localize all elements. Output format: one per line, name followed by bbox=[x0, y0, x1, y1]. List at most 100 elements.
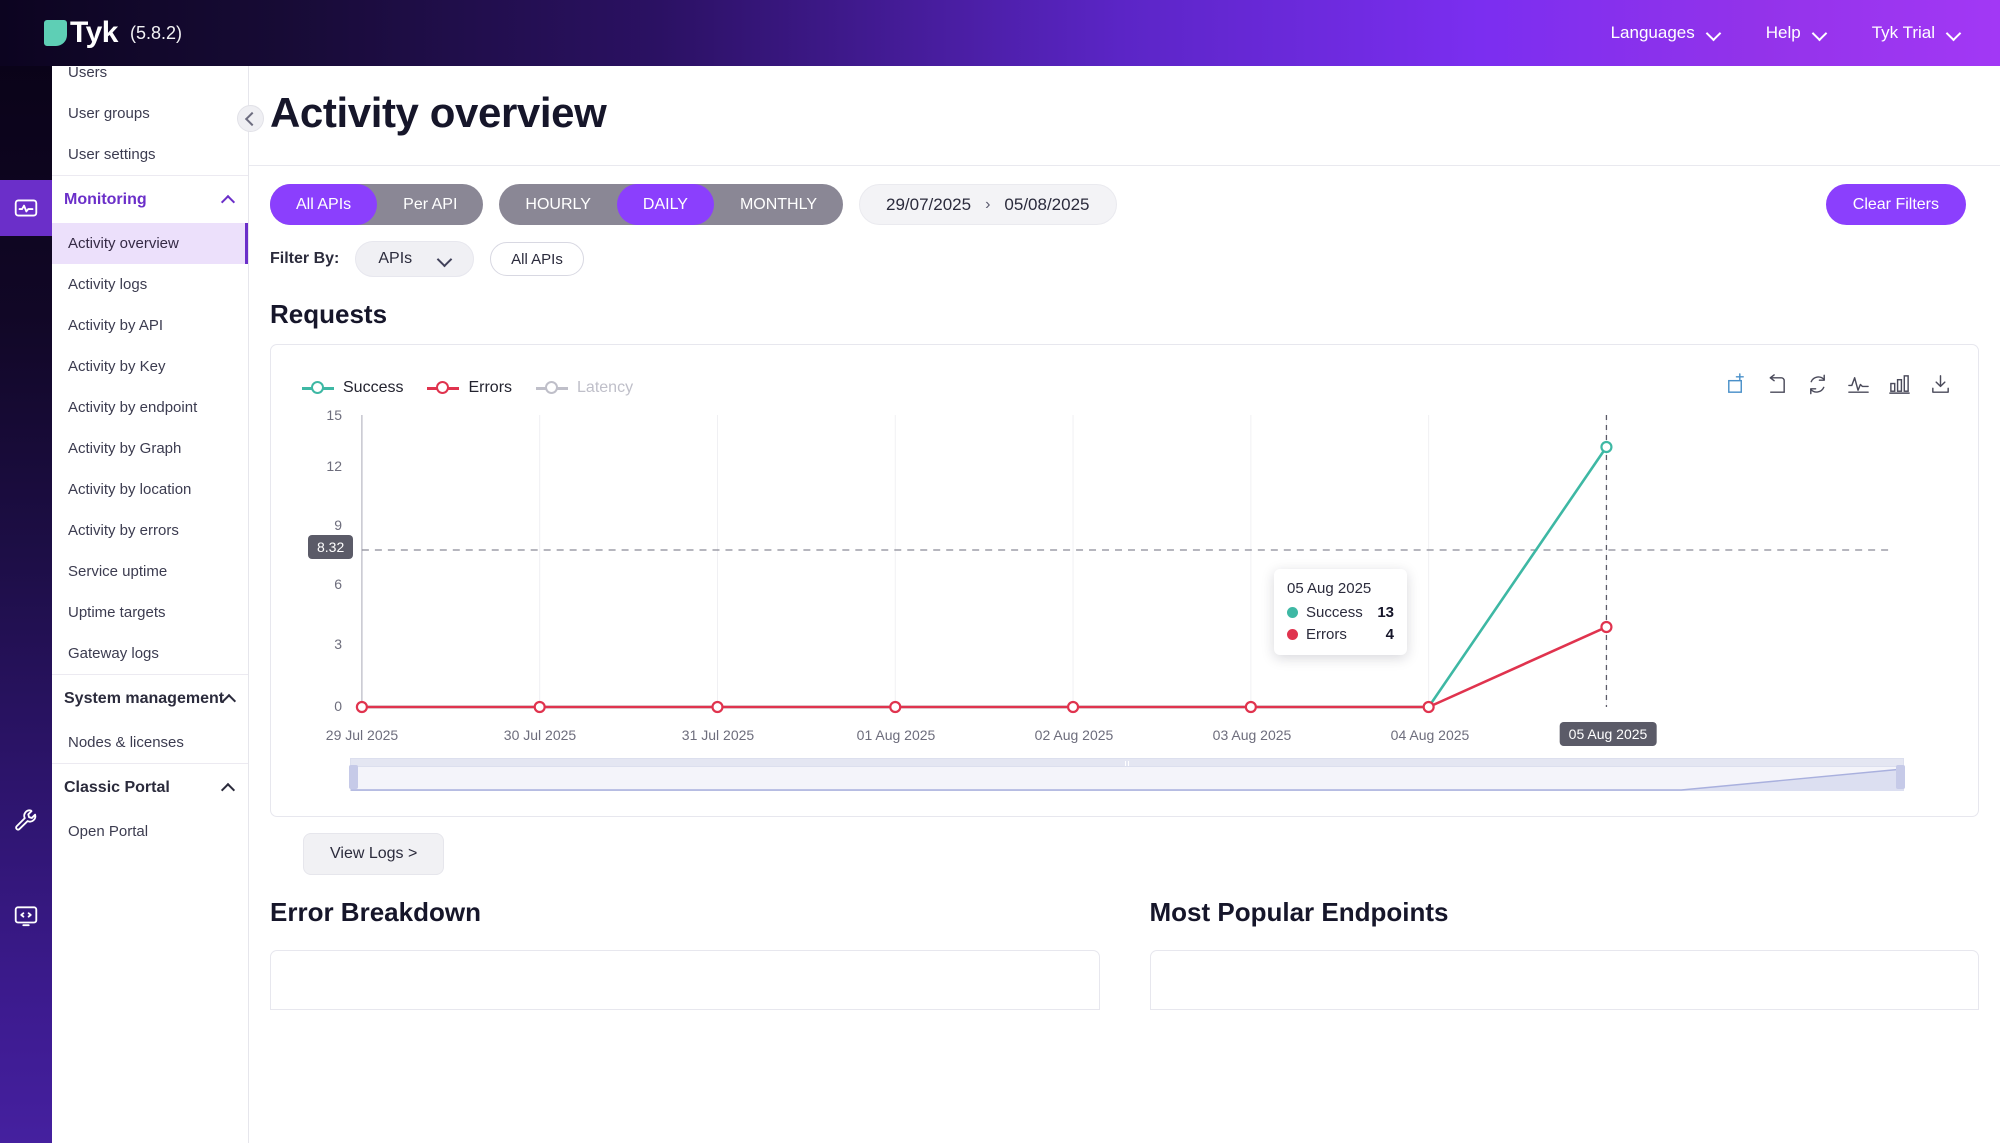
date-range-separator-icon: › bbox=[985, 195, 991, 213]
sidebar-item-label: Activity by errors bbox=[68, 522, 179, 539]
legend-label: Success bbox=[343, 379, 404, 396]
error-breakdown-card bbox=[270, 950, 1100, 1010]
sidebar-item-activity-logs[interactable]: Activity logs bbox=[52, 264, 248, 305]
tooltip-series-value: 13 bbox=[1377, 604, 1394, 621]
sidebar-group-label: Classic Portal bbox=[64, 778, 170, 796]
x-tick-label: 30 Jul 2025 bbox=[503, 727, 577, 743]
bottom-panels-row: Error Breakdown Most Popular Endpoints bbox=[249, 897, 2000, 1010]
sidebar-item-label: User groups bbox=[68, 105, 150, 122]
y-axis-labels: 15 12 9 6 3 0 bbox=[271, 407, 356, 747]
sidebar-item-gateway-logs[interactable]: Gateway logs bbox=[52, 633, 248, 674]
date-range-picker[interactable]: 29/07/2025 › 05/08/2025 bbox=[859, 184, 1117, 225]
requests-line-chart[interactable] bbox=[271, 407, 1978, 747]
zoom-area-select-icon[interactable] bbox=[1724, 373, 1747, 396]
sidebar-item-label: Activity by API bbox=[68, 317, 164, 334]
main-content: Activity overview All APIs Per API HOURL… bbox=[249, 52, 2000, 1143]
x-tick-label: 03 Aug 2025 bbox=[1212, 727, 1292, 743]
sidebar-item-nodes-licenses[interactable]: Nodes & licenses bbox=[52, 722, 248, 763]
datazoom-preview bbox=[350, 767, 1904, 791]
topnav-languages-label: Languages bbox=[1610, 23, 1695, 42]
topnav-languages[interactable]: Languages bbox=[1611, 23, 1720, 43]
bar-chart-icon[interactable] bbox=[1888, 373, 1911, 396]
series-points-success bbox=[1600, 440, 1613, 454]
chart-legend: Success Errors Latency bbox=[302, 379, 633, 397]
rail-item-monitoring[interactable] bbox=[0, 180, 52, 236]
sidebar-group-system-management[interactable]: System management bbox=[52, 674, 248, 722]
rail-item-system-management[interactable] bbox=[0, 792, 52, 848]
datazoom-right-handle[interactable] bbox=[1896, 765, 1905, 789]
tooltip-row: Errors 4 bbox=[1287, 626, 1394, 643]
y-tick-label: 0 bbox=[334, 698, 342, 714]
sidebar-item-activity-by-key[interactable]: Activity by Key bbox=[52, 346, 248, 387]
sidebar-item-activity-by-graph[interactable]: Activity by Graph bbox=[52, 428, 248, 469]
sidebar-item-label: Activity by endpoint bbox=[68, 399, 198, 416]
filters-toolbar: All APIs Per API HOURLY DAILY MONTHLY 29… bbox=[249, 166, 2000, 225]
scope-toggle-per-api[interactable]: Per API bbox=[403, 195, 458, 213]
sidebar-item-users[interactable]: Users bbox=[52, 52, 248, 93]
legend-item-errors[interactable]: Errors bbox=[427, 379, 512, 397]
error-breakdown-panel: Error Breakdown bbox=[249, 897, 1121, 1010]
sidebar-item-user-groups[interactable]: User groups bbox=[52, 93, 248, 134]
scope-toggle-group: All APIs Per API bbox=[270, 184, 484, 225]
topnav-help[interactable]: Help bbox=[1766, 23, 1826, 43]
sidebar-collapse-button[interactable] bbox=[237, 105, 264, 132]
top-nav: Languages Help Tyk Trial bbox=[1565, 23, 1960, 43]
sidebar-item-uptime-targets[interactable]: Uptime targets bbox=[52, 592, 248, 633]
download-icon[interactable] bbox=[1929, 373, 1952, 396]
topnav-tyk-trial[interactable]: Tyk Trial bbox=[1872, 23, 1960, 43]
sidebar-group-label: System management bbox=[64, 689, 225, 707]
granularity-toggle-monthly[interactable]: MONTHLY bbox=[739, 195, 817, 213]
sidebar-item-activity-by-endpoint[interactable]: Activity by endpoint bbox=[52, 387, 248, 428]
view-logs-button[interactable]: View Logs > bbox=[303, 833, 445, 875]
sidebar-item-activity-overview[interactable]: Activity overview bbox=[52, 223, 248, 264]
sidebar-item-service-uptime[interactable]: Service uptime bbox=[52, 551, 248, 592]
date-range-to: 05/08/2025 bbox=[1004, 194, 1090, 214]
icon-rail bbox=[0, 52, 52, 1143]
datazoom-drag-handle-icon[interactable] bbox=[1125, 761, 1129, 766]
legend-item-latency[interactable]: Latency bbox=[536, 379, 633, 397]
sidebar-item-label: Activity by location bbox=[68, 481, 192, 498]
sidebar-item-open-portal[interactable]: Open Portal bbox=[52, 811, 248, 852]
popular-endpoints-card bbox=[1149, 950, 1979, 1010]
filter-chip-all-apis[interactable]: All APIs bbox=[490, 242, 584, 276]
chevron-up-icon bbox=[223, 782, 234, 793]
legend-marker-icon bbox=[302, 381, 334, 395]
refresh-icon[interactable] bbox=[1806, 373, 1829, 396]
clear-filters-button[interactable]: Clear Filters bbox=[1825, 184, 1966, 225]
tyk-logo-icon bbox=[44, 20, 67, 46]
requests-chart-card: Success Errors Latency bbox=[270, 344, 1979, 817]
chart-datazoom-slider[interactable] bbox=[349, 758, 1905, 791]
x-axis-labels: 29 Jul 2025 30 Jul 2025 31 Jul 2025 01 A… bbox=[271, 722, 1978, 749]
popular-endpoints-heading: Most Popular Endpoints bbox=[1149, 897, 1449, 927]
sidebar-item-label: User settings bbox=[68, 146, 156, 163]
sidebar-item-activity-by-api[interactable]: Activity by API bbox=[52, 305, 248, 346]
chevron-up-icon bbox=[224, 693, 234, 704]
sidebar-group-classic-portal[interactable]: Classic Portal bbox=[52, 763, 248, 811]
granularity-toggle-daily[interactable]: DAILY bbox=[616, 184, 714, 225]
filter-by-dropdown[interactable]: APIs bbox=[355, 241, 475, 277]
brand-logo[interactable]: Tyk (5.8.2) bbox=[44, 16, 182, 50]
chart-tooltip: 05 Aug 2025 Success 13 Errors 4 bbox=[1274, 569, 1407, 655]
wrench-icon bbox=[15, 809, 37, 831]
series-points-errors bbox=[355, 620, 1613, 714]
header-divider bbox=[249, 165, 2000, 166]
sidebar-item-user-settings[interactable]: User settings bbox=[52, 134, 248, 175]
legend-label: Latency bbox=[577, 379, 634, 396]
datazoom-track[interactable] bbox=[350, 758, 1904, 767]
rail-item-classic-portal[interactable] bbox=[0, 888, 52, 944]
tooltip-row: Success 13 bbox=[1287, 604, 1394, 621]
sidebar-group-monitoring[interactable]: Monitoring bbox=[52, 175, 248, 223]
granularity-toggle-hourly[interactable]: HOURLY bbox=[525, 195, 591, 213]
scope-toggle-all-apis[interactable]: All APIs bbox=[270, 184, 378, 225]
datazoom-left-handle[interactable] bbox=[349, 765, 358, 789]
x-tick-label: 02 Aug 2025 bbox=[1034, 727, 1114, 743]
sidebar-item-label: Activity overview bbox=[68, 235, 179, 252]
legend-item-success[interactable]: Success bbox=[302, 379, 403, 397]
restore-undo-icon[interactable] bbox=[1765, 373, 1788, 396]
line-chart-icon[interactable] bbox=[1847, 373, 1870, 396]
sidebar-group-label: Monitoring bbox=[64, 190, 147, 208]
sidebar-item-activity-by-location[interactable]: Activity by location bbox=[52, 469, 248, 510]
x-tick-label: 01 Aug 2025 bbox=[856, 727, 936, 743]
sidebar-item-activity-by-errors[interactable]: Activity by errors bbox=[52, 510, 248, 551]
date-range-from: 29/07/2025 bbox=[886, 194, 972, 214]
